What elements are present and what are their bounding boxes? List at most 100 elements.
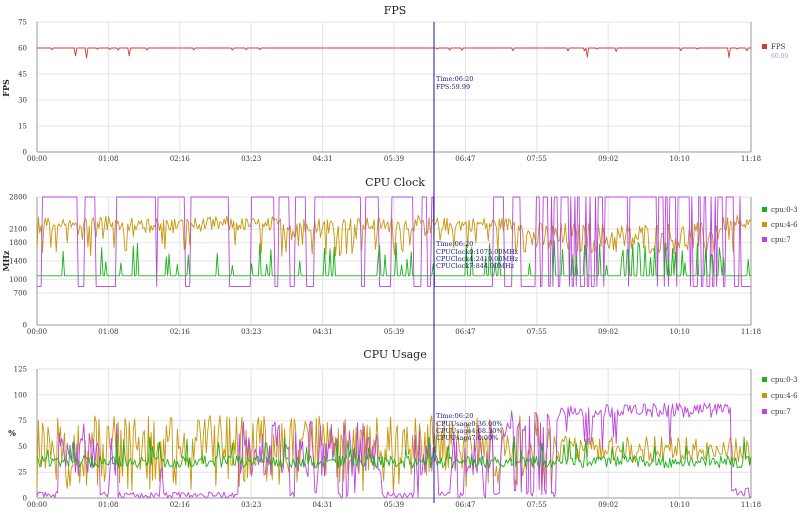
- cpu-clock-y-axis-label: MHz: [1, 250, 11, 271]
- cpu-clock-x-tick: 04:31: [313, 328, 333, 336]
- fps-y-tick: 0: [23, 149, 27, 157]
- cpu-usage-series-cpu-4-6: [36, 415, 752, 493]
- fps-tooltip-time: Time:06:20: [436, 75, 473, 83]
- cpu-usage-legend-label: cpu:4-6: [771, 392, 798, 400]
- cpu-usage-legend-label: cpu:0-3: [771, 376, 798, 384]
- fps-x-tick: 04:31: [313, 155, 333, 163]
- cpu-clock-y-tick: 1800: [9, 239, 27, 247]
- cpu-clock-tooltip-line: CPUClock4:2419.00MHz: [436, 255, 519, 263]
- cpu-clock-tooltip-time: Time:06:20: [436, 240, 473, 248]
- cpu-clock-legend-swatch: [762, 222, 767, 227]
- cpu-usage-y-ticks: 0 25 50 75 100 125: [14, 366, 27, 503]
- cpu-clock-x-tick: 07:55: [527, 328, 547, 336]
- fps-y-tick: 15: [18, 123, 27, 131]
- cpu-usage-series-cpu-7: [36, 402, 752, 499]
- cpu-clock-y-tick: 700: [14, 290, 27, 298]
- cpu-clock-legend: cpu:0-3 cpu:4-6 cpu:7: [762, 206, 798, 244]
- cpu-clock-tooltip: Time:06:20 CPUClock0:1075.00MHz CPUClock…: [436, 240, 519, 270]
- cpu-clock-legend-swatch: [762, 237, 767, 242]
- cpu-usage-x-tick: 05:39: [384, 501, 404, 509]
- fps-y-axis-label: FPS: [1, 79, 11, 97]
- cpu-usage-y-tick: 100: [14, 391, 27, 399]
- fps-x-tick: 03:23: [241, 155, 261, 163]
- cpu-clock-legend-label: cpu:4-6: [771, 221, 798, 229]
- cpu-clock-y-tick: 1000: [9, 276, 27, 284]
- fps-x-tick: 02:16: [170, 155, 191, 163]
- fps-series-lines: [37, 47, 751, 59]
- cpu-usage-legend-swatch: [762, 393, 767, 398]
- fps-x-tick: 01:08: [98, 155, 118, 163]
- fps-y-tick: 45: [18, 71, 27, 79]
- fps-x-ticks: 00:00 01:08 02:16 03:23 04:31 05:39 06:47 07:55…: [27, 155, 761, 163]
- cpu-usage-y-tick: 75: [18, 417, 27, 425]
- cpu-usage-y-tick: 125: [14, 366, 27, 374]
- cpu-usage-legend-label: cpu:7: [771, 408, 791, 416]
- cpu-clock-y-tick: 1400: [9, 258, 27, 266]
- cpu-usage-panel: CPU Usage % 0 25 50 75 100 125 00:00 01:0…: [8, 348, 798, 509]
- cpu-clock-x-tick: 03:23: [241, 328, 261, 336]
- cpu-usage-x-tick: 03:23: [241, 501, 261, 509]
- fps-y-ticks: 0 15 30 45 60 75: [18, 19, 27, 157]
- fps-chart-title: FPS: [384, 4, 407, 17]
- cpu-clock-x-ticks: 00:00 01:08 02:16 03:23 04:31 05:39 06:47 07:55…: [27, 328, 761, 336]
- cpu-usage-x-tick: 00:00: [27, 501, 47, 509]
- cpu-usage-y-axis-label: %: [8, 428, 16, 438]
- cpu-clock-panel: CPU Clock MHz 0 700 1000 1400 1800 2100 …: [1, 176, 798, 336]
- cpu-usage-series-cpu-0-3: [36, 436, 752, 469]
- cpu-usage-tooltip-line: CPUUsage4:68.30%: [436, 427, 503, 435]
- cpu-usage-y-tick: 25: [18, 469, 27, 477]
- cpu-usage-x-tick: 06:47: [455, 501, 475, 509]
- fps-y-tick: 75: [18, 19, 27, 27]
- fps-legend: FPS 60.00: [762, 43, 788, 60]
- cpu-clock-x-tick: 06:47: [455, 328, 475, 336]
- fps-tooltip: Time:06:20 FPS:59.99: [436, 75, 473, 91]
- fps-x-tick: 05:39: [384, 155, 404, 163]
- fps-grid: [36, 21, 752, 153]
- cpu-clock-chart-title: CPU Clock: [365, 176, 425, 189]
- cpu-usage-tooltip-line: CPUUsage7:0.00%: [436, 434, 498, 442]
- cpu-clock-x-tick: 05:39: [384, 328, 404, 336]
- cpu-usage-y-tick: 0: [23, 495, 27, 503]
- fps-y-tick: 30: [18, 97, 27, 105]
- cpu-clock-x-tick: 10:10: [670, 328, 690, 336]
- fps-legend-value: 60.00: [771, 53, 788, 60]
- cpu-usage-x-tick: 07:55: [527, 501, 547, 509]
- cpu-clock-legend-label: cpu:7: [771, 236, 791, 244]
- cpu-clock-y-ticks: 0 700 1000 1400 1800 2100 2800: [9, 194, 27, 330]
- fps-panel: FPS FPS 0 15 30 45 60 75 00:00 01:08 02:16…: [1, 4, 788, 163]
- cpu-clock-x-tick: 00:00: [27, 328, 47, 336]
- cpu-usage-tooltip-time: Time:06:20: [436, 412, 473, 420]
- cpu-clock-x-tick: 11:18: [741, 328, 761, 336]
- cpu-clock-x-tick: 01:08: [98, 328, 118, 336]
- cpu-clock-y-tick: 0: [23, 322, 27, 330]
- fps-x-tick: 09:02: [598, 155, 618, 163]
- cpu-usage-x-tick: 04:31: [313, 501, 333, 509]
- cpu-usage-x-tick: 01:08: [98, 501, 118, 509]
- fps-series-fps: [37, 47, 751, 59]
- fps-x-tick: 11:18: [741, 155, 761, 163]
- cpu-clock-y-tick: 2800: [9, 194, 27, 202]
- fps-x-tick: 07:55: [527, 155, 547, 163]
- cpu-clock-grid: [36, 196, 752, 326]
- cpu-usage-legend-swatch: [762, 409, 767, 414]
- cpu-usage-x-tick: 10:10: [670, 501, 690, 509]
- cpu-usage-x-tick: 11:18: [741, 501, 761, 509]
- cpu-usage-chart-title: CPU Usage: [363, 348, 426, 361]
- cpu-usage-tooltip: Time:06:20 CPUUsage0:36.00% CPUUsage4:68…: [436, 412, 503, 442]
- cpu-clock-tooltip-line: CPUClock0:1075.00MHz: [436, 248, 519, 256]
- fps-legend-label: FPS: [771, 43, 786, 51]
- cpu-usage-x-ticks: 00:00 01:08 02:16 03:23 04:31 05:39 06:47 07:55…: [27, 501, 761, 509]
- cpu-usage-y-tick: 50: [18, 443, 27, 451]
- cpu-clock-series-lines: [36, 196, 752, 287]
- fps-tooltip-line: FPS:59.99: [436, 83, 470, 91]
- fps-y-tick: 60: [18, 45, 27, 53]
- cpu-clock-x-tick: 02:16: [170, 328, 191, 336]
- fps-x-tick: 06:47: [455, 155, 475, 163]
- cpu-usage-series-lines: [36, 402, 752, 499]
- cpu-usage-legend-swatch: [762, 377, 767, 382]
- cpu-usage-legend: cpu:0-3 cpu:4-6 cpu:7: [762, 376, 798, 416]
- cpu-clock-y-tick: 2100: [9, 226, 27, 234]
- cpu-usage-grid: [36, 368, 752, 499]
